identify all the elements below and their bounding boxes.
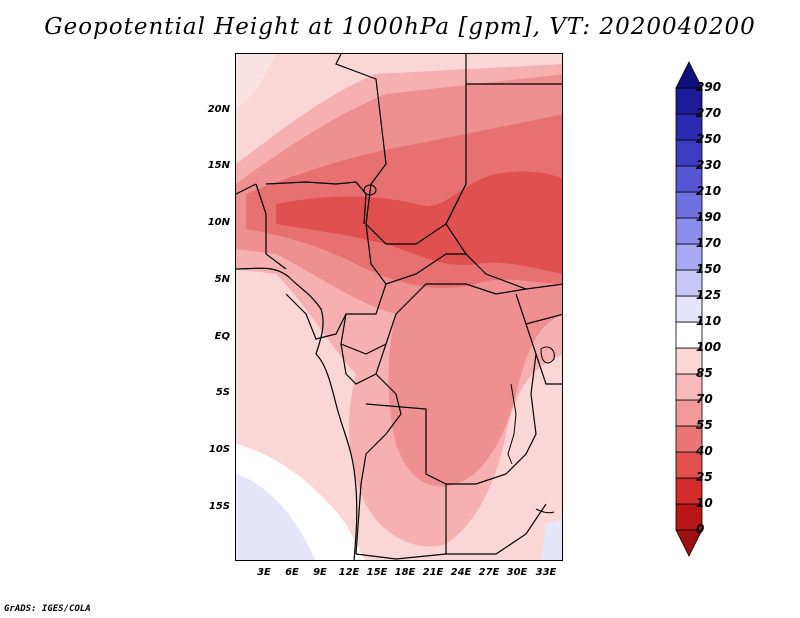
colorbar-segment	[675, 243, 703, 271]
colorbar-segment	[675, 503, 703, 531]
colorbar-label: 85	[696, 366, 713, 380]
lon-label-24e: 24E	[450, 567, 472, 578]
field-nw	[236, 54, 276, 109]
colorbar-segment	[675, 373, 703, 401]
lon-label-3e: 3E	[257, 567, 271, 578]
field-125	[236, 474, 316, 560]
colorbar-label: 270	[696, 106, 722, 120]
lat-label-10s: 10S	[208, 444, 230, 455]
colorbar-label: 150	[696, 262, 722, 276]
lon-label-12e: 12E	[338, 567, 360, 578]
colorbar-label: 10	[696, 496, 713, 510]
colorbar-label: 70	[696, 392, 713, 406]
field-125-se	[541, 519, 562, 560]
colorbar-label: 40	[696, 444, 713, 458]
colorbar-label: 250	[696, 132, 722, 146]
map-svg	[236, 54, 562, 560]
lon-label-18e: 18E	[394, 567, 416, 578]
colorbar-segment	[675, 87, 703, 115]
lat-label-10n: 10N	[207, 217, 230, 228]
colorbar-segment	[675, 61, 703, 89]
colorbar-label: 25	[696, 470, 713, 484]
colorbar-segment	[675, 113, 703, 141]
colorbar-label: 290	[696, 80, 722, 94]
colorbar-segment	[675, 191, 703, 219]
colorbar-segment	[675, 399, 703, 427]
colorbar-label: 125	[696, 288, 722, 302]
footer-credit: GrADS: IGES/COLA	[4, 604, 91, 614]
lakes	[363, 184, 555, 514]
colorbar-label: 110	[696, 314, 722, 328]
lon-label-9e: 9E	[313, 567, 327, 578]
colorbar-segment	[675, 165, 703, 193]
colorbar-segment	[675, 451, 703, 479]
lon-label-6e: 6E	[285, 567, 299, 578]
lat-label-eq: EQ	[214, 331, 230, 342]
lat-label-20n: 20N	[207, 104, 230, 115]
colorbar-label: 170	[696, 236, 722, 250]
lat-label-15s: 15S	[208, 501, 230, 512]
colorbar-label: 210	[696, 184, 722, 198]
lon-label-15e: 15E	[366, 567, 388, 578]
lat-label-15n: 15N	[207, 160, 230, 171]
colorbar-segment	[675, 425, 703, 453]
colorbar	[675, 61, 703, 557]
lon-label-33e: 33E	[535, 567, 557, 578]
lon-label-21e: 21E	[422, 567, 444, 578]
chart-title: Geopotential Height at 1000hPa [gpm], VT…	[44, 14, 756, 40]
colorbar-label: 230	[696, 158, 722, 172]
colorbar-label: 0	[696, 522, 705, 536]
colorbar-segment	[675, 269, 703, 297]
field-40	[276, 171, 562, 274]
colorbar-label: 190	[696, 210, 722, 224]
lon-label-27e: 27E	[478, 567, 500, 578]
lon-label-30e: 30E	[506, 567, 528, 578]
lat-label-5n: 5N	[214, 274, 230, 285]
colorbar-label: 100	[696, 340, 722, 354]
map-plot-area	[235, 53, 563, 561]
colorbar-segment	[675, 477, 703, 505]
coastline	[236, 267, 358, 560]
lat-label-5s: 5S	[215, 387, 230, 398]
colorbar-label: 55	[696, 418, 713, 432]
country-borders	[236, 54, 562, 560]
